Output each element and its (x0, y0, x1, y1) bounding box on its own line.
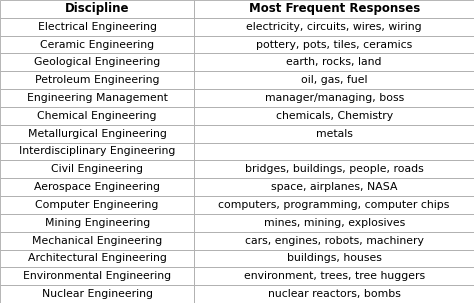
Text: Petroleum Engineering: Petroleum Engineering (35, 75, 159, 85)
Bar (194, 214, 474, 232)
Bar (194, 53, 474, 71)
Text: Most Frequent Responses: Most Frequent Responses (248, 2, 420, 15)
Bar (0, 160, 194, 178)
Text: Engineering Management: Engineering Management (27, 93, 168, 103)
Bar (194, 125, 474, 143)
Bar (0, 53, 194, 71)
Bar (0, 232, 194, 250)
Bar (194, 178, 474, 196)
Bar (194, 196, 474, 214)
Text: environment, trees, tree huggers: environment, trees, tree huggers (244, 271, 425, 281)
Text: manager/managing, boss: manager/managing, boss (264, 93, 404, 103)
Text: metals: metals (316, 129, 353, 139)
Text: Geological Engineering: Geological Engineering (34, 57, 160, 67)
Text: Nuclear Engineering: Nuclear Engineering (42, 289, 153, 299)
Text: oil, gas, fuel: oil, gas, fuel (301, 75, 367, 85)
Bar (0, 250, 194, 267)
Text: chemicals, Chemistry: chemicals, Chemistry (275, 111, 393, 121)
Bar (0, 107, 194, 125)
Text: mines, mining, explosives: mines, mining, explosives (264, 218, 405, 228)
Text: bridges, buildings, people, roads: bridges, buildings, people, roads (245, 164, 424, 174)
Bar (194, 285, 474, 303)
Bar (194, 232, 474, 250)
Bar (0, 89, 194, 107)
Text: space, airplanes, NASA: space, airplanes, NASA (271, 182, 397, 192)
Bar (0, 285, 194, 303)
Text: Computer Engineering: Computer Engineering (36, 200, 159, 210)
Text: nuclear reactors, bombs: nuclear reactors, bombs (268, 289, 401, 299)
Bar (0, 214, 194, 232)
Text: Environmental Engineering: Environmental Engineering (23, 271, 171, 281)
Bar (0, 196, 194, 214)
Text: Chemical Engineering: Chemical Engineering (37, 111, 157, 121)
Bar (194, 250, 474, 267)
Bar (0, 0, 194, 18)
Bar (194, 18, 474, 36)
Text: computers, programming, computer chips: computers, programming, computer chips (219, 200, 450, 210)
Text: Mining Engineering: Mining Engineering (45, 218, 150, 228)
Bar (0, 18, 194, 36)
Bar (194, 89, 474, 107)
Text: Mechanical Engineering: Mechanical Engineering (32, 236, 162, 246)
Bar (194, 267, 474, 285)
Bar (0, 143, 194, 160)
Bar (194, 143, 474, 160)
Bar (194, 160, 474, 178)
Bar (194, 107, 474, 125)
Bar (194, 0, 474, 18)
Bar (0, 36, 194, 53)
Bar (194, 71, 474, 89)
Text: pottery, pots, tiles, ceramics: pottery, pots, tiles, ceramics (256, 40, 412, 50)
Text: cars, engines, robots, machinery: cars, engines, robots, machinery (245, 236, 424, 246)
Text: Electrical Engineering: Electrical Engineering (37, 22, 157, 32)
Bar (0, 71, 194, 89)
Bar (194, 36, 474, 53)
Text: buildings, houses: buildings, houses (287, 253, 382, 263)
Text: Discipline: Discipline (65, 2, 129, 15)
Text: Ceramic Engineering: Ceramic Engineering (40, 40, 154, 50)
Text: Metallurgical Engineering: Metallurgical Engineering (28, 129, 166, 139)
Bar (0, 125, 194, 143)
Text: Aerospace Engineering: Aerospace Engineering (34, 182, 160, 192)
Text: earth, rocks, land: earth, rocks, land (286, 57, 382, 67)
Text: Interdisciplinary Engineering: Interdisciplinary Engineering (19, 146, 175, 157)
Bar (0, 267, 194, 285)
Text: Architectural Engineering: Architectural Engineering (28, 253, 166, 263)
Bar (0, 178, 194, 196)
Text: electricity, circuits, wires, wiring: electricity, circuits, wires, wiring (246, 22, 422, 32)
Text: Civil Engineering: Civil Engineering (51, 164, 143, 174)
